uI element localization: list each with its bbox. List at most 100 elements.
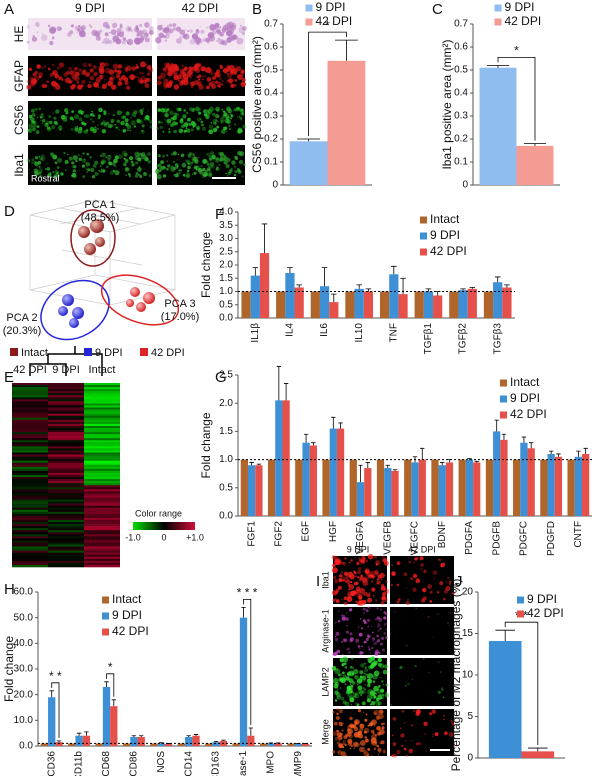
heat-cell <box>48 432 84 435</box>
stain <box>407 682 410 686</box>
stain <box>237 110 239 112</box>
stain <box>431 735 434 737</box>
stain <box>131 66 136 71</box>
heat-cell <box>84 550 120 553</box>
stain <box>224 127 227 129</box>
stain <box>130 160 134 164</box>
stain <box>340 598 343 601</box>
heat-cell <box>12 507 48 511</box>
heat-cell <box>84 509 120 513</box>
heat-cell <box>12 399 48 402</box>
stain <box>95 78 101 84</box>
legend-label: 42 DPI <box>151 347 185 359</box>
stain <box>87 84 92 89</box>
bar <box>267 459 276 516</box>
stain <box>44 71 46 73</box>
stain <box>28 123 34 129</box>
heat-cell <box>12 472 48 476</box>
error-bar <box>434 291 441 296</box>
heat-cell <box>12 423 48 427</box>
x-tick-label: TGFβ1 <box>423 323 434 355</box>
stain <box>149 125 153 129</box>
y-axis-label: Fold change <box>2 636 16 702</box>
stain <box>157 170 159 173</box>
stain <box>383 555 385 557</box>
heat-cell <box>84 532 120 535</box>
stain <box>339 673 343 677</box>
stain <box>375 693 377 695</box>
stain <box>75 159 78 163</box>
stain <box>234 79 238 82</box>
stain <box>377 701 382 706</box>
micrograph <box>390 607 454 655</box>
heat-cell <box>48 413 84 417</box>
stain <box>377 754 380 756</box>
stain <box>367 553 374 560</box>
stain <box>238 26 246 34</box>
stain <box>41 113 44 116</box>
stain <box>370 691 373 693</box>
stain <box>199 26 202 28</box>
bar <box>520 442 528 516</box>
stain <box>83 69 87 73</box>
stain <box>78 157 82 161</box>
heat-cell <box>48 542 84 545</box>
stain <box>162 77 165 80</box>
stain <box>213 121 217 126</box>
bar <box>384 468 392 516</box>
heat-cell <box>84 403 120 406</box>
heat-cell <box>12 421 48 425</box>
stain <box>410 577 413 580</box>
stain <box>416 742 419 746</box>
stain <box>105 83 108 85</box>
stain <box>47 67 51 71</box>
heat-cell <box>12 417 48 421</box>
stain <box>174 173 179 178</box>
stain <box>47 173 52 178</box>
stain <box>157 24 163 31</box>
significance-bracket <box>497 57 536 141</box>
stain <box>391 571 396 576</box>
stain <box>241 77 246 82</box>
stain <box>347 738 353 744</box>
significance-bracket <box>106 673 115 697</box>
stain <box>449 580 452 583</box>
heat-cell <box>12 560 48 564</box>
heat-cell <box>48 438 84 441</box>
stain <box>443 718 445 721</box>
stain <box>118 129 120 131</box>
stain <box>359 563 361 565</box>
stain <box>226 81 228 84</box>
stain <box>192 123 195 126</box>
stain <box>81 79 86 84</box>
heat-cell <box>84 515 120 519</box>
stain <box>237 129 242 134</box>
stain <box>83 114 88 118</box>
heat-cell <box>48 436 84 439</box>
stain <box>194 63 200 69</box>
stain <box>238 115 241 118</box>
heat-cell <box>84 519 120 523</box>
bar <box>502 287 512 318</box>
row-label: Iba1 <box>12 153 26 177</box>
bar <box>431 459 439 516</box>
heat-cell <box>48 515 84 519</box>
stain <box>173 121 175 123</box>
stain <box>186 171 189 174</box>
stain <box>206 41 210 45</box>
stain <box>232 67 238 74</box>
stain <box>384 664 389 669</box>
stain <box>354 719 360 725</box>
stain <box>220 83 224 86</box>
stain <box>195 29 200 34</box>
stain <box>226 131 228 133</box>
stain <box>448 732 454 737</box>
stain <box>376 607 379 610</box>
color-bar <box>133 522 195 530</box>
stain <box>113 158 118 164</box>
stain <box>98 114 101 118</box>
heat-cell <box>48 538 84 541</box>
stain <box>170 116 175 121</box>
stain <box>205 174 208 177</box>
error-bar <box>131 735 137 738</box>
